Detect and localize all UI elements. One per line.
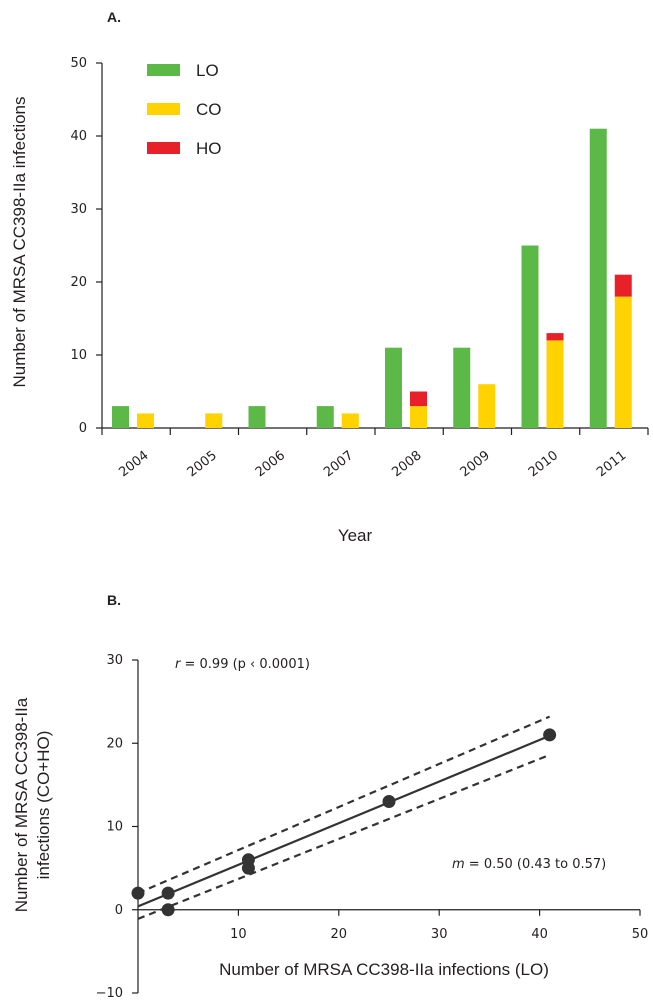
bar-lo [521,245,539,428]
r-value: = 0.99 (p ‹ 0.0001) [180,657,310,672]
panel-b-axes: −10 0 10 20 30 10 20 30 40 50 [96,653,649,1001]
data-point [131,886,145,900]
ci-upper-line [137,715,551,895]
x-tick-label: 40 [531,927,548,942]
x-tick-label: 2004 [116,448,151,480]
x-tick-label: 20 [331,927,348,942]
x-tick-label: 2010 [526,448,561,480]
y-tick-label: −10 [96,986,123,1001]
panel-a-legend: LO CO HO [147,61,222,158]
bar-lo [316,406,334,428]
panel-a-label: A. [107,9,121,25]
panel-b-label: B. [107,592,121,608]
x-tick-label: 2005 [185,448,220,480]
panel-a-y-axis-title: Number of MRSA CC398-IIa infections [10,96,29,387]
y-tick-label: 0 [115,903,123,918]
panel-a-x-axis-title: Year [338,526,373,545]
bar-lo [589,128,607,428]
panel-b-y-axis-title-line-1: Number of MRSA CC398-IIa [12,697,31,912]
x-tick-label: 2006 [253,448,288,480]
data-point [161,886,175,900]
bar-lo [248,406,266,428]
panel-b-points [131,728,557,917]
bar-lo [385,347,402,428]
x-tick-label: 30 [431,927,448,942]
y-tick-label: 0 [79,421,87,436]
legend-swatch-lo [147,64,180,76]
y-tick-label: 10 [106,820,123,835]
legend-label-lo: LO [196,61,219,80]
bar-co [341,413,359,428]
y-tick-label: 30 [106,653,123,668]
y-tick-label: 30 [70,202,87,217]
bar-lo [112,406,129,428]
legend-label-co: CO [196,100,222,119]
bar-ho [546,333,564,341]
panel-a-bar-chart: A. Number of MRSA CC398-IIa infections Y… [10,9,649,545]
x-tick-label: 2007 [321,448,356,480]
y-tick-label: 20 [70,275,87,290]
bar-ho [410,391,427,407]
data-point [161,903,175,917]
r-symbol: r [175,657,182,672]
fit-line [137,734,551,908]
data-point [543,728,557,742]
x-tick-label: 2008 [389,448,424,480]
data-point [382,795,396,809]
panel-b-scatter-plot: B. Number of MRSA CC398-IIa infections (… [12,592,648,1001]
ci-lower-line [137,753,551,920]
panel-b-r-annotation: r = 0.99 (p ‹ 0.0001) [175,657,310,672]
panel-a-axes: 0 10 20 30 40 50 [70,56,649,436]
bar-co [614,296,632,428]
legend-label-ho: HO [196,139,222,158]
bar-co [205,413,223,428]
panel-b-y-axis-title-line-2: infections (CO+HO) [34,731,53,880]
bar-ho [614,274,632,297]
bar-co [410,406,427,428]
y-tick-label: 50 [70,56,87,71]
m-value: = 0.50 (0.43 to 0.57) [465,857,607,872]
data-point [241,861,255,875]
x-tick-label: 2009 [458,448,493,480]
y-tick-label: 10 [70,348,87,363]
y-tick-label: 40 [70,129,87,144]
panel-b-m-annotation: m = 0.50 (0.43 to 0.57) [452,857,606,872]
x-tick-label: 2011 [594,448,629,480]
panel-b-regression-lines [137,715,551,920]
bar-lo [453,347,471,428]
m-symbol: m [452,857,465,872]
bar-co [137,413,154,428]
panel-b-x-axis-title: Number of MRSA CC398-IIa infections (LO) [219,960,549,979]
bar-co [478,384,496,428]
x-tick-label: 50 [632,927,649,942]
x-tick-label: 10 [230,927,247,942]
legend-swatch-co [147,103,180,115]
y-tick-label: 20 [106,736,123,751]
bar-co [546,340,564,428]
legend-swatch-ho [147,142,180,154]
